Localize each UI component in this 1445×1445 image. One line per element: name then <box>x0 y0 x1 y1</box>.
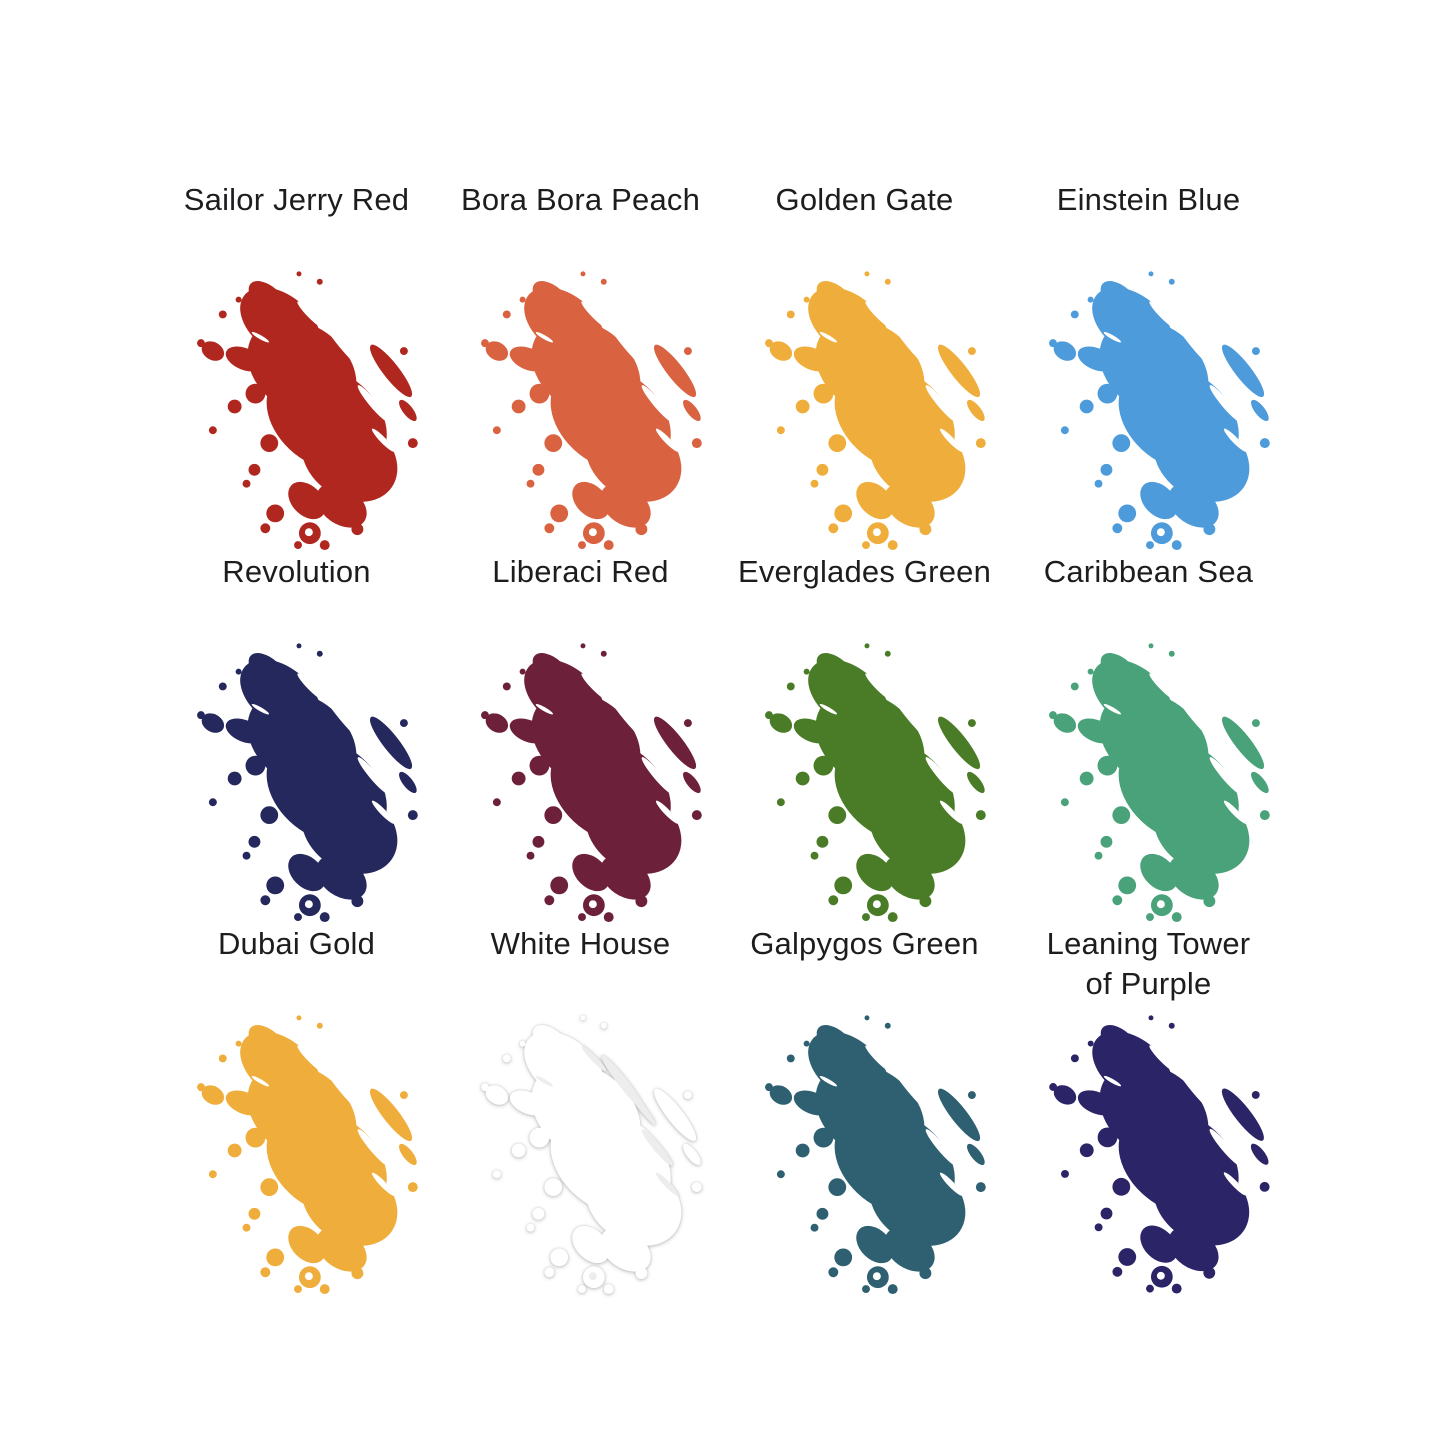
swatch-name: Liberaci Red <box>492 554 669 589</box>
swatch-name: Revolution <box>222 554 371 589</box>
swatch-cell-sailor-jerry-red: Sailor Jerry Red <box>155 180 439 552</box>
paint-splash <box>480 643 704 923</box>
swatch-cell-leaning-tower-of-purple: Leaning Tower of Purple <box>1007 924 1291 1296</box>
swatch-cell-liberaci-red: Liberaci Red <box>439 552 723 924</box>
swatch-cell-golden-gate: Golden Gate <box>723 180 1007 552</box>
swatch-name: Sailor Jerry Red <box>183 182 410 217</box>
swatch-name: Bora Bora Peach <box>460 182 701 217</box>
swatch-cell-bora-bora-peach: Bora Bora Peach <box>439 180 723 552</box>
swatch-cell-caribbean-sea: Caribbean Sea <box>1007 552 1291 924</box>
paint-splash <box>480 1015 704 1295</box>
paint-splash <box>480 271 704 551</box>
swatch-name: Caribbean Sea <box>1043 554 1254 589</box>
swatch-name: Leaning Tower of Purple <box>1046 926 1251 1002</box>
swatch-cell-einstein-blue: Einstein Blue <box>1007 180 1291 552</box>
swatch-name: Einstein Blue <box>1056 182 1241 217</box>
swatch-name: Dubai Gold <box>217 926 376 961</box>
swatch-name: Galpygos Green <box>750 926 979 961</box>
paint-splash <box>1048 271 1272 551</box>
swatch-name: Everglades Green <box>737 554 992 589</box>
swatch-cell-dubai-gold: Dubai Gold <box>155 924 439 1296</box>
paint-splash <box>764 271 988 551</box>
swatch-cell-revolution: Revolution <box>155 552 439 924</box>
swatch-name: Golden Gate <box>775 182 954 217</box>
paint-splash <box>764 643 988 923</box>
paint-splash <box>1048 1015 1271 1295</box>
paint-splash <box>764 1015 988 1295</box>
paint-splash <box>1048 643 1272 923</box>
swatch-name: White House <box>490 926 671 961</box>
swatch-cell-everglades-green: Everglades Green <box>723 552 1007 924</box>
swatch-cell-galpygos-green: Galpygos Green <box>723 924 1007 1296</box>
paint-splash <box>196 643 420 923</box>
paint-splash <box>196 271 420 551</box>
paint-splash <box>196 1015 420 1295</box>
swatch-cell-white-house: White House <box>439 924 723 1296</box>
color-palette-grid: Sailor Jerry Red Bora Bora Peach Golden … <box>155 180 1291 1296</box>
